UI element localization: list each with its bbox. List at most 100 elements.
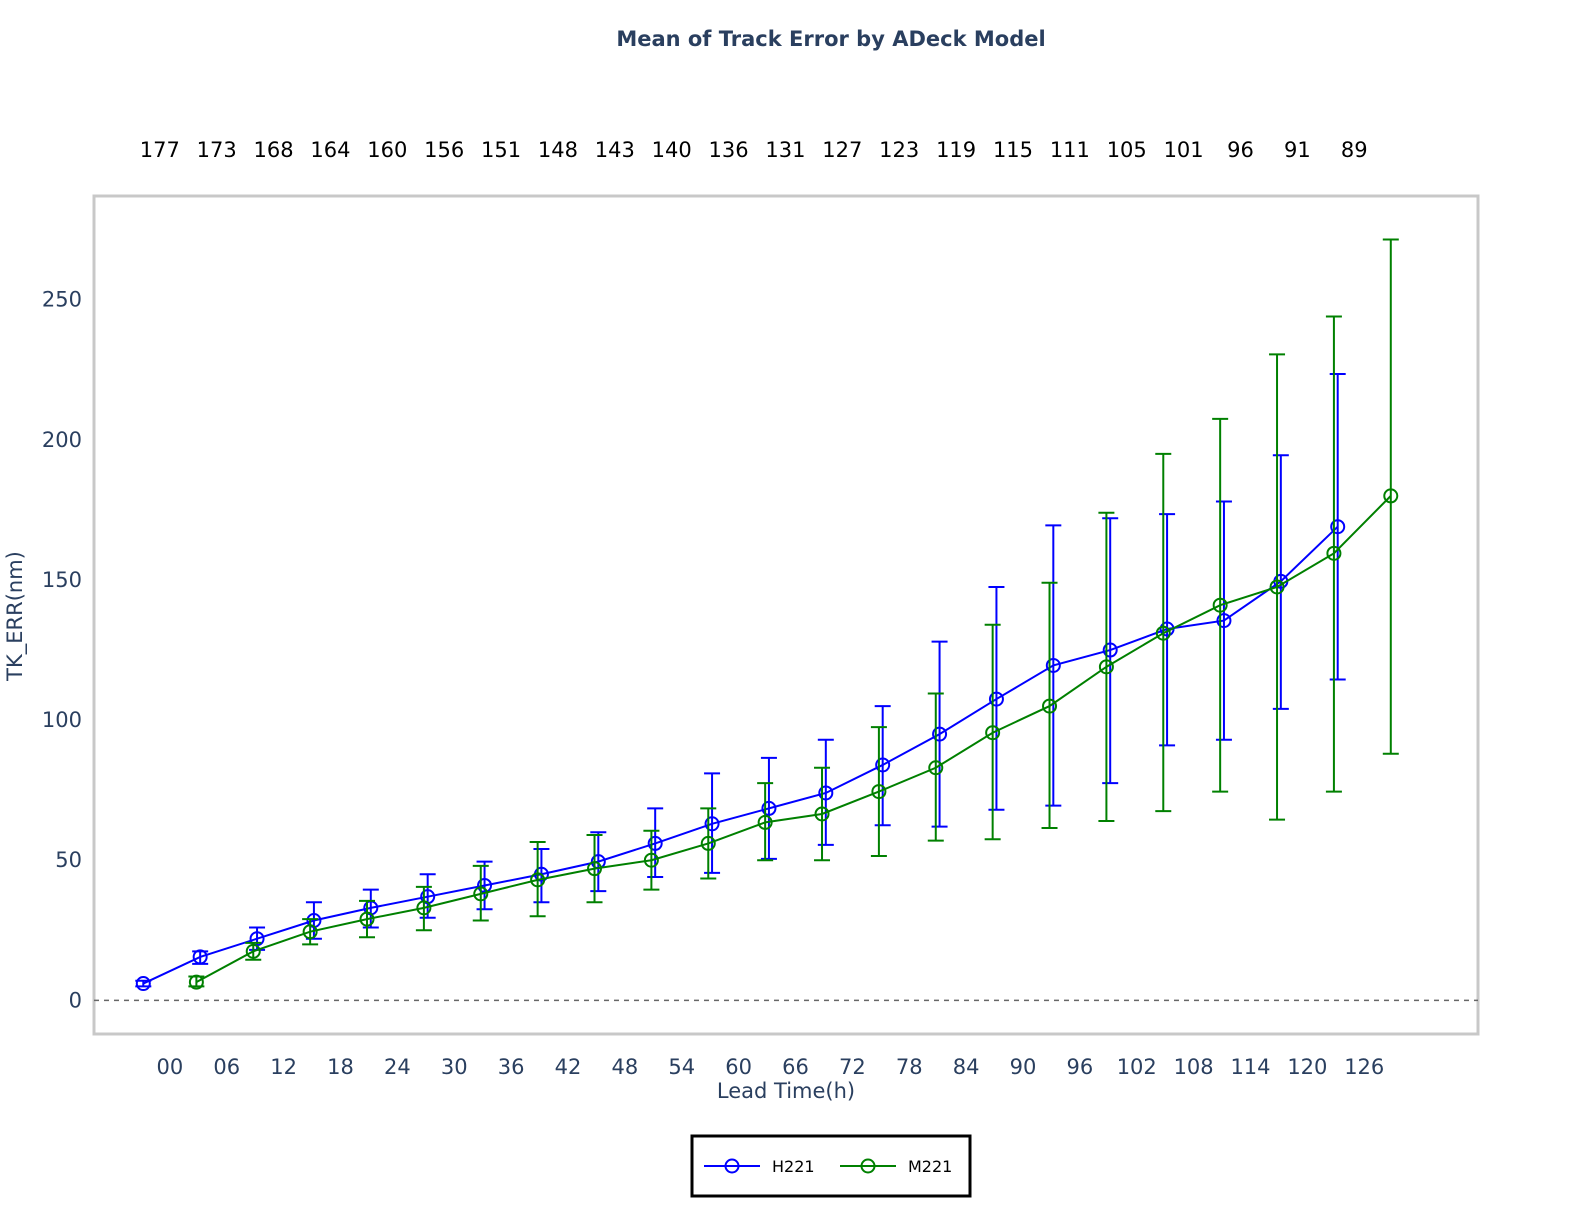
sample-count-label: 89 bbox=[1341, 138, 1368, 162]
data-point bbox=[1155, 625, 1171, 641]
data-point bbox=[928, 760, 944, 776]
x-tick-label: 00 bbox=[156, 1055, 183, 1079]
sample-count-label: 173 bbox=[197, 138, 237, 162]
x-tick-label: 108 bbox=[1174, 1055, 1214, 1079]
x-tick-label: 06 bbox=[213, 1055, 240, 1079]
sample-count-label: 164 bbox=[310, 138, 350, 162]
sample-count-label: 123 bbox=[879, 138, 919, 162]
series-line bbox=[195, 495, 1392, 984]
x-tick-label: 102 bbox=[1117, 1055, 1157, 1079]
series-line bbox=[142, 525, 1339, 985]
x-tick-label: 72 bbox=[839, 1055, 866, 1079]
data-point bbox=[988, 691, 1004, 707]
data-point bbox=[192, 949, 208, 965]
legend-box bbox=[690, 1134, 972, 1198]
data-point bbox=[530, 872, 546, 888]
sample-count-label: 156 bbox=[424, 138, 464, 162]
y-tick-label: 0 bbox=[69, 988, 82, 1012]
sample-count-label: 111 bbox=[1050, 138, 1090, 162]
data-point bbox=[1216, 613, 1232, 629]
sample-count-label: 96 bbox=[1227, 138, 1254, 162]
y-tick-label: 250 bbox=[42, 288, 82, 312]
x-tick-label: 18 bbox=[327, 1055, 354, 1079]
y-axis-title: TK_ERR(nm) bbox=[3, 551, 28, 682]
data-point bbox=[700, 835, 716, 851]
plot-frame bbox=[92, 194, 1480, 1036]
data-point bbox=[814, 806, 830, 822]
x-tick-label: 24 bbox=[384, 1055, 411, 1079]
data-point bbox=[1045, 657, 1061, 673]
legend-marker bbox=[860, 1158, 876, 1174]
data-point bbox=[359, 911, 375, 927]
sample-count-label: 148 bbox=[538, 138, 578, 162]
data-point bbox=[587, 861, 603, 877]
sample-count-label: 136 bbox=[709, 138, 749, 162]
x-tick-label: 126 bbox=[1344, 1055, 1384, 1079]
data-point bbox=[1326, 545, 1342, 561]
data-point bbox=[1042, 698, 1058, 714]
y-tick-label: 200 bbox=[42, 428, 82, 452]
data-point bbox=[416, 900, 432, 916]
x-axis: 00 06 12 18 24 30 36 42 48 54 60 66 72 78 84 90 96 102 108… bbox=[156, 1055, 1384, 1079]
chart-title: Mean of Track Error by ADeck Model bbox=[616, 27, 1045, 51]
sample-count-label: 115 bbox=[993, 138, 1033, 162]
x-tick-label: 42 bbox=[555, 1055, 582, 1079]
data-point bbox=[818, 785, 834, 801]
y-axis: 0 50 100 150 200 250 bbox=[42, 288, 82, 1013]
sample-count-label: 160 bbox=[367, 138, 407, 162]
data-point bbox=[757, 814, 773, 830]
data-point bbox=[135, 976, 151, 992]
sample-count-label: 119 bbox=[936, 138, 976, 162]
data-point bbox=[932, 726, 948, 742]
x-tick-label: 96 bbox=[1066, 1055, 1093, 1079]
y-tick-label: 150 bbox=[42, 568, 82, 592]
data-point bbox=[245, 943, 261, 959]
sample-count-label: 151 bbox=[481, 138, 521, 162]
series-m221 bbox=[188, 238, 1399, 990]
x-tick-label: 60 bbox=[725, 1055, 752, 1079]
data-point bbox=[871, 784, 887, 800]
sample-count-label: 91 bbox=[1284, 138, 1311, 162]
data-point bbox=[473, 886, 489, 902]
sample-count-label: 101 bbox=[1164, 138, 1204, 162]
x-tick-label: 36 bbox=[498, 1055, 525, 1079]
sample-count-label: 140 bbox=[652, 138, 692, 162]
data-point bbox=[302, 924, 318, 940]
x-tick-label: 114 bbox=[1230, 1055, 1270, 1079]
x-tick-label: 66 bbox=[782, 1055, 809, 1079]
x-tick-label: 84 bbox=[953, 1055, 980, 1079]
data-point bbox=[1383, 488, 1399, 504]
y-tick-label: 50 bbox=[55, 848, 82, 872]
legend-label: H221 bbox=[772, 1157, 815, 1176]
data-point bbox=[761, 800, 777, 816]
x-tick-label: 90 bbox=[1010, 1055, 1037, 1079]
x-tick-label: 54 bbox=[668, 1055, 695, 1079]
sample-count-label: 127 bbox=[822, 138, 862, 162]
y-tick-label: 100 bbox=[42, 708, 82, 732]
legend: H221 M221 bbox=[690, 1134, 972, 1198]
data-point bbox=[985, 725, 1001, 741]
x-tick-label: 78 bbox=[896, 1055, 923, 1079]
data-point bbox=[875, 757, 891, 773]
data-point bbox=[1212, 597, 1228, 613]
data-point bbox=[704, 816, 720, 832]
data-point bbox=[1102, 642, 1118, 658]
data-point bbox=[643, 852, 659, 868]
sample-count-label: 105 bbox=[1107, 138, 1147, 162]
legend-label: M221 bbox=[908, 1157, 952, 1176]
x-tick-label: 48 bbox=[611, 1055, 638, 1079]
sample-count-label: 168 bbox=[254, 138, 294, 162]
sample-count-label: 143 bbox=[595, 138, 635, 162]
sample-count-label: 131 bbox=[765, 138, 805, 162]
series-layer bbox=[135, 238, 1399, 992]
data-point bbox=[647, 835, 663, 851]
legend-item-h221: H221 bbox=[704, 1157, 815, 1176]
legend-marker bbox=[724, 1158, 740, 1174]
data-point bbox=[1098, 659, 1114, 675]
x-tick-label: 12 bbox=[270, 1055, 297, 1079]
data-point bbox=[1269, 579, 1285, 595]
data-point bbox=[1330, 519, 1346, 535]
sample-count-label: 177 bbox=[140, 138, 180, 162]
x-axis-title: Lead Time(h) bbox=[717, 1079, 855, 1103]
